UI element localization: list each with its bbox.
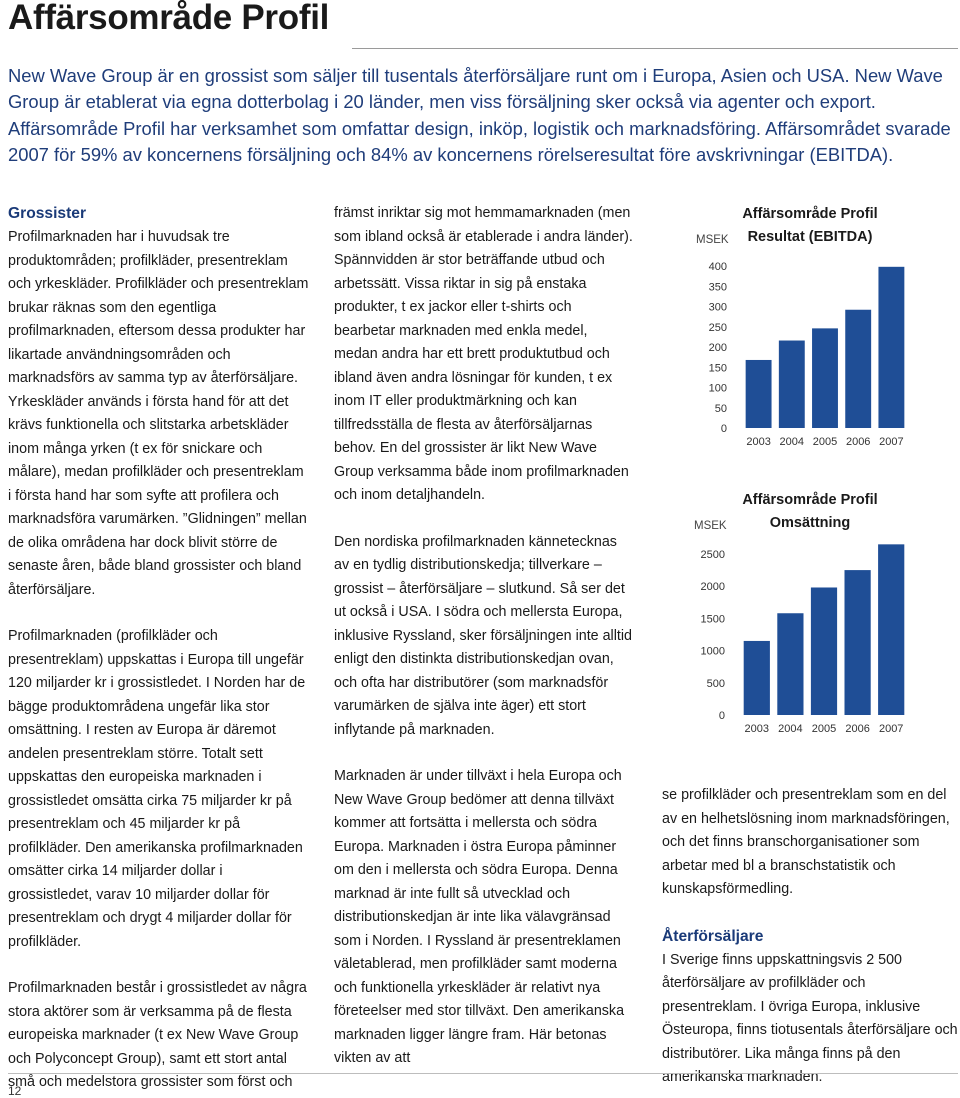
x-tick-label: 2007 — [879, 723, 903, 735]
x-tick-label: 2004 — [780, 436, 804, 448]
title-rule — [352, 48, 958, 49]
paragraph: Den nordiska profilmarknaden känneteckna… — [334, 533, 632, 738]
y-tick-label: 1000 — [701, 646, 725, 658]
y-tick-label: 500 — [707, 678, 725, 690]
chart-title-line2: Omsättning — [769, 515, 851, 531]
chart-title: Affärsområde Profil Resultat (EBITDA) — [700, 203, 920, 249]
column-middle: främst inriktar sig mot hemmamarknaden (… — [334, 202, 634, 1071]
chart-title-line1: Affärsområde Profil — [742, 206, 878, 222]
page-title: Affärsområde Profil — [8, 0, 330, 37]
bar-2007 — [878, 266, 905, 428]
page-number: 12 — [8, 1084, 22, 1098]
bar-2007 — [878, 544, 905, 715]
chart-title-line1: Affärsområde Profil — [742, 492, 878, 508]
column-left: Grossister Profilmarknaden har i huvudsa… — [8, 202, 310, 1095]
chart-svg: 0 500 1000 1500 2000 2500 2003 2004 2005 2006 2007 — [701, 544, 905, 735]
y-tick-label: 150 — [709, 362, 727, 374]
paragraph: Profilmarknaden består i grossistledet a… — [8, 980, 307, 1090]
section-heading-grossister: Grossister — [8, 205, 87, 222]
y-tick-label: 300 — [709, 302, 727, 314]
bar-2006 — [845, 309, 872, 428]
x-tick-label: 2005 — [813, 436, 837, 448]
paragraph: främst inriktar sig mot hemmamarknaden (… — [334, 205, 633, 503]
x-tick-label: 2006 — [845, 723, 869, 735]
y-tick-label: 50 — [715, 403, 727, 415]
column-right: se profilkläder och presentreklam som en… — [662, 784, 958, 1090]
y-tick-label: 100 — [709, 383, 727, 395]
bar-2003 — [745, 359, 772, 428]
x-tick-label: 2007 — [879, 436, 903, 448]
paragraph: Profilmarknaden (profilkläder och presen… — [8, 628, 306, 950]
chart-svg: 0 50 100 150 200 250 300 350 400 2003 2004 2005 2006… — [709, 261, 905, 448]
bar-2005 — [810, 587, 838, 715]
y-tick-label: 2000 — [701, 581, 725, 593]
chart-title: Affärsområde Profil Omsättning — [700, 489, 920, 535]
y-tick-label: 200 — [709, 342, 727, 354]
x-tick-label: 2003 — [746, 436, 770, 448]
bar-2004 — [777, 613, 804, 715]
x-tick-label: 2003 — [745, 723, 769, 735]
paragraph: Profilmarknaden har i huvudsak tre produ… — [8, 229, 309, 598]
chart-ebitda: Affärsområde Profil Resultat (EBITDA) MS… — [660, 200, 960, 460]
bar-2003 — [743, 640, 770, 715]
section-heading-aterforsaljare: Återförsäljare — [662, 927, 764, 945]
y-tick-label: 250 — [709, 322, 727, 334]
chart-omsattning: Affärsområde Profil Omsättning MSEK 0 500… — [660, 488, 960, 748]
chart-title-line2: Resultat (EBITDA) — [747, 229, 873, 245]
bar-2006 — [844, 570, 871, 715]
y-tick-label: 350 — [709, 281, 727, 293]
x-tick-label: 2004 — [778, 723, 802, 735]
y-tick-label: 0 — [721, 423, 727, 435]
chart-unit-label: MSEK — [696, 234, 729, 246]
y-tick-label: 2500 — [701, 549, 725, 561]
bar-2004 — [778, 340, 805, 428]
paragraph: Marknaden är under tillväxt i hela Europ… — [334, 768, 625, 1066]
paragraph: I Sverige finns uppskattningsvis 2 500 å… — [662, 951, 958, 1086]
x-tick-label: 2006 — [846, 436, 870, 448]
y-tick-label: 400 — [709, 261, 727, 273]
chart-unit-label: MSEK — [694, 520, 727, 532]
footer-rule — [8, 1073, 958, 1074]
y-tick-label: 1500 — [701, 613, 725, 625]
intro-paragraph: New Wave Group är en grossist som säljer… — [8, 65, 951, 166]
x-tick-label: 2005 — [812, 723, 836, 735]
bar-2005 — [812, 328, 838, 428]
paragraph: se profilkläder och presentreklam som en… — [662, 787, 950, 897]
y-tick-label: 0 — [719, 710, 725, 722]
